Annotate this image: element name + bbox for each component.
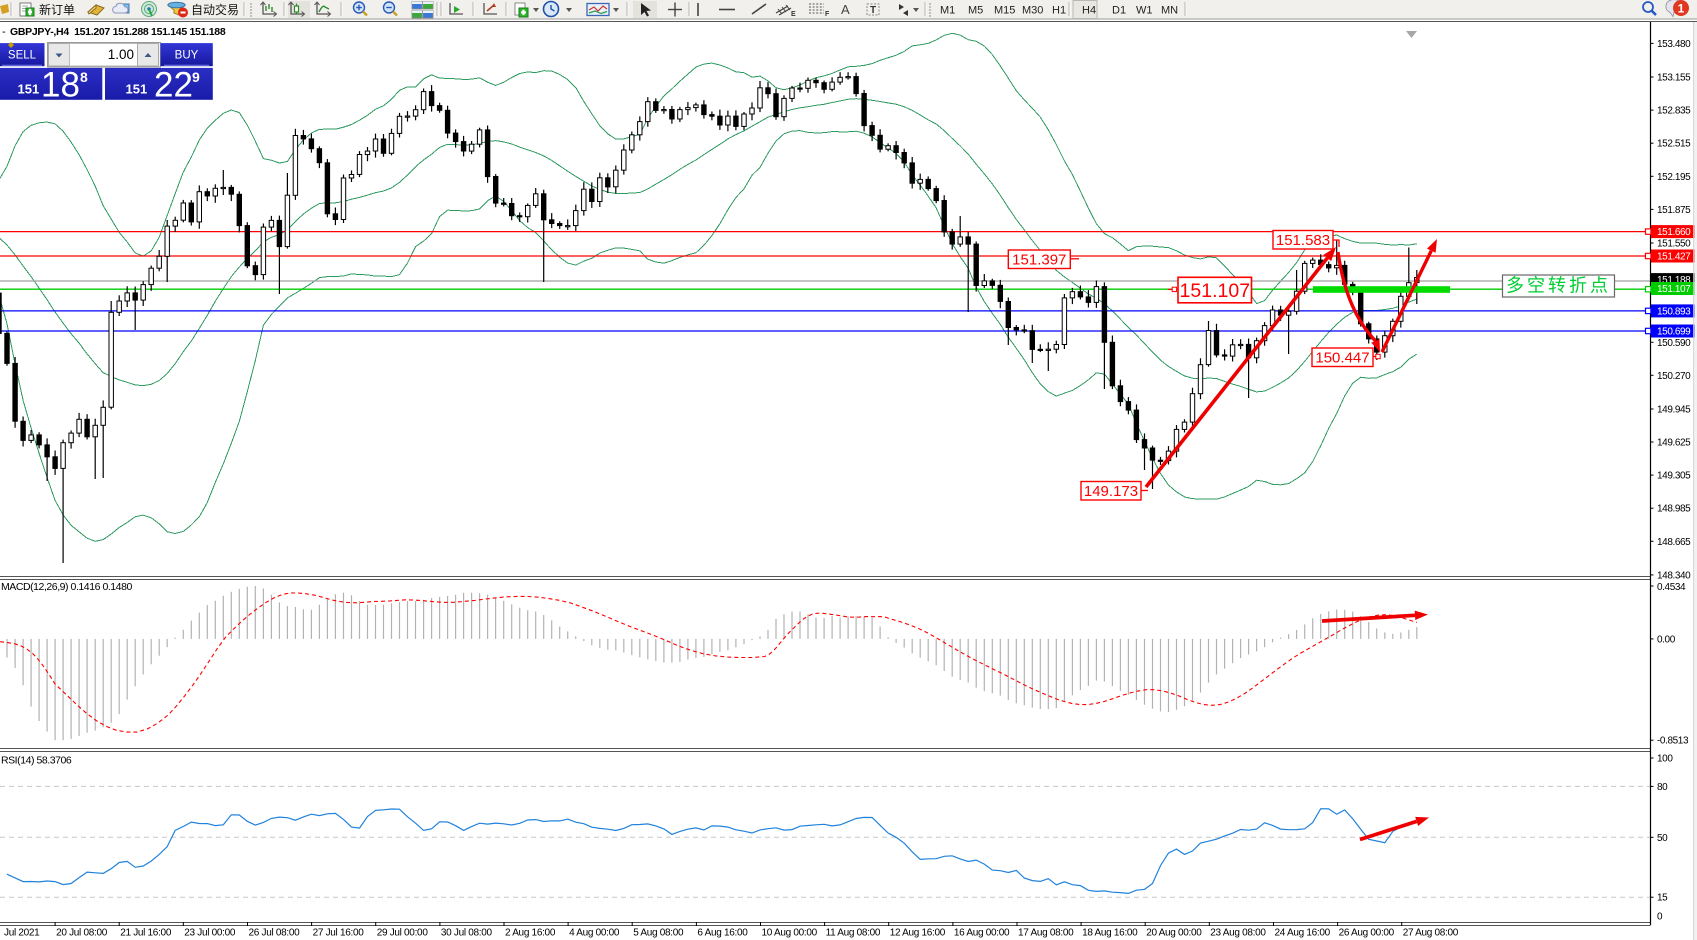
svg-text:22: 22 [154,66,193,105]
svg-text:151.550: 151.550 [1657,239,1691,250]
svg-text:17 Aug 08:00: 17 Aug 08:00 [1018,928,1074,939]
svg-text:50: 50 [1657,833,1668,844]
svg-text:12 Aug 16:00: 12 Aug 16:00 [890,928,946,939]
svg-text:150.447: 150.447 [1315,350,1369,367]
svg-text:1: 1 [1678,2,1685,16]
svg-text:-0.8513: -0.8513 [1657,736,1689,747]
svg-text:27 Jul 16:00: 27 Jul 16:00 [313,928,365,939]
svg-text:T: T [870,5,876,16]
svg-text:23 Aug 08:00: 23 Aug 08:00 [1210,928,1266,939]
svg-text:148.985: 148.985 [1657,504,1691,515]
svg-text:W1: W1 [1136,5,1153,17]
svg-text:2 Aug 16:00: 2 Aug 16:00 [505,928,556,939]
svg-text:18 Aug 16:00: 18 Aug 16:00 [1082,928,1138,939]
svg-text:26 Jul 08:00: 26 Jul 08:00 [249,928,301,939]
svg-text:RSI(14) 58.3706: RSI(14) 58.3706 [1,755,72,767]
svg-text:SELL: SELL [8,50,37,62]
svg-text:0.4534: 0.4534 [1657,582,1686,593]
svg-text:18: 18 [41,66,80,105]
svg-text:16 Aug 00:00: 16 Aug 00:00 [954,928,1010,939]
svg-text:11 Aug 08:00: 11 Aug 08:00 [826,928,881,939]
svg-text:80: 80 [1657,782,1668,793]
svg-text:H4: H4 [1082,5,1096,17]
svg-text:23 Jul 00:00: 23 Jul 00:00 [184,928,236,939]
svg-text:153.155: 153.155 [1657,73,1691,84]
svg-text:151.583: 151.583 [1276,232,1330,249]
svg-text:151.875: 151.875 [1657,205,1691,216]
svg-text:5 Aug 08:00: 5 Aug 08:00 [633,928,684,939]
svg-text:15: 15 [1657,893,1668,904]
svg-text:新订单: 新订单 [39,2,75,17]
svg-text:150.590: 150.590 [1657,338,1691,349]
svg-text:151.397: 151.397 [1012,252,1066,269]
svg-text:24 Aug 16:00: 24 Aug 16:00 [1275,928,1331,939]
svg-text:151.107: 151.107 [1180,280,1251,302]
svg-text:26 Aug 00:00: 26 Aug 00:00 [1339,928,1395,939]
svg-text:149.945: 149.945 [1657,405,1691,416]
svg-text:149.305: 149.305 [1657,471,1691,482]
svg-text:-: - [2,26,6,38]
svg-text:4 Aug 00:00: 4 Aug 00:00 [569,928,620,939]
svg-text:152.515: 152.515 [1657,139,1691,150]
svg-text:27 Aug 08:00: 27 Aug 08:00 [1403,928,1459,939]
svg-text:150.893: 150.893 [1657,306,1691,317]
svg-text:29 Jul 00:00: 29 Jul 00:00 [377,928,429,939]
svg-text:多空转折点: 多空转折点 [1506,276,1611,296]
svg-text:F: F [825,11,830,18]
svg-text:150.270: 150.270 [1657,371,1691,382]
svg-text:MN: MN [1161,5,1178,17]
svg-text:H1: H1 [1052,5,1066,17]
svg-text:148.665: 148.665 [1657,537,1691,548]
svg-text:152.195: 152.195 [1657,172,1691,183]
svg-text:BUY: BUY [175,50,199,62]
svg-text:151.660: 151.660 [1657,227,1691,238]
svg-text:148.340: 148.340 [1657,570,1691,581]
svg-text:149.173: 149.173 [1084,483,1138,500]
svg-text:M1: M1 [940,5,955,17]
svg-text:152.835: 152.835 [1657,106,1691,117]
svg-text:151.188: 151.188 [1657,275,1691,286]
svg-text:Jul 2021: Jul 2021 [4,928,40,939]
svg-text:150.699: 150.699 [1657,327,1691,338]
svg-text:E: E [791,11,796,18]
svg-text:10 Aug 00:00: 10 Aug 00:00 [762,928,818,939]
svg-text:151: 151 [126,82,148,97]
svg-text:30 Jul 08:00: 30 Jul 08:00 [441,928,493,939]
svg-text:A: A [841,2,850,17]
svg-text:20 Aug 00:00: 20 Aug 00:00 [1146,928,1202,939]
svg-text:M5: M5 [968,5,983,17]
svg-text:GBPJPY-,H4 151.207 151.288 15: GBPJPY-,H4 151.207 151.288 151.145 151.1… [10,26,226,38]
svg-text:8: 8 [80,69,88,85]
svg-text:1.00: 1.00 [108,47,134,62]
svg-text:151.107: 151.107 [1657,284,1691,295]
svg-text:153.480: 153.480 [1657,39,1691,50]
svg-text:9: 9 [192,69,200,85]
svg-text:149.625: 149.625 [1657,438,1691,449]
svg-text:100: 100 [1657,754,1673,765]
svg-text:自动交易: 自动交易 [191,2,239,17]
svg-text:21 Jul 16:00: 21 Jul 16:00 [120,928,172,939]
svg-text:M15: M15 [994,5,1015,17]
svg-text:0.00: 0.00 [1657,635,1676,646]
svg-text:6 Aug 16:00: 6 Aug 16:00 [697,928,748,939]
svg-text:151: 151 [18,82,40,97]
svg-text:D1: D1 [1112,5,1126,17]
svg-text:M30: M30 [1022,5,1043,17]
svg-text:0: 0 [1657,912,1663,923]
svg-text:151.427: 151.427 [1657,252,1691,263]
svg-text:MACD(12,26,9) 0.1416 0.1480: MACD(12,26,9) 0.1416 0.1480 [1,581,132,593]
svg-text:20 Jul 08:00: 20 Jul 08:00 [56,928,108,939]
